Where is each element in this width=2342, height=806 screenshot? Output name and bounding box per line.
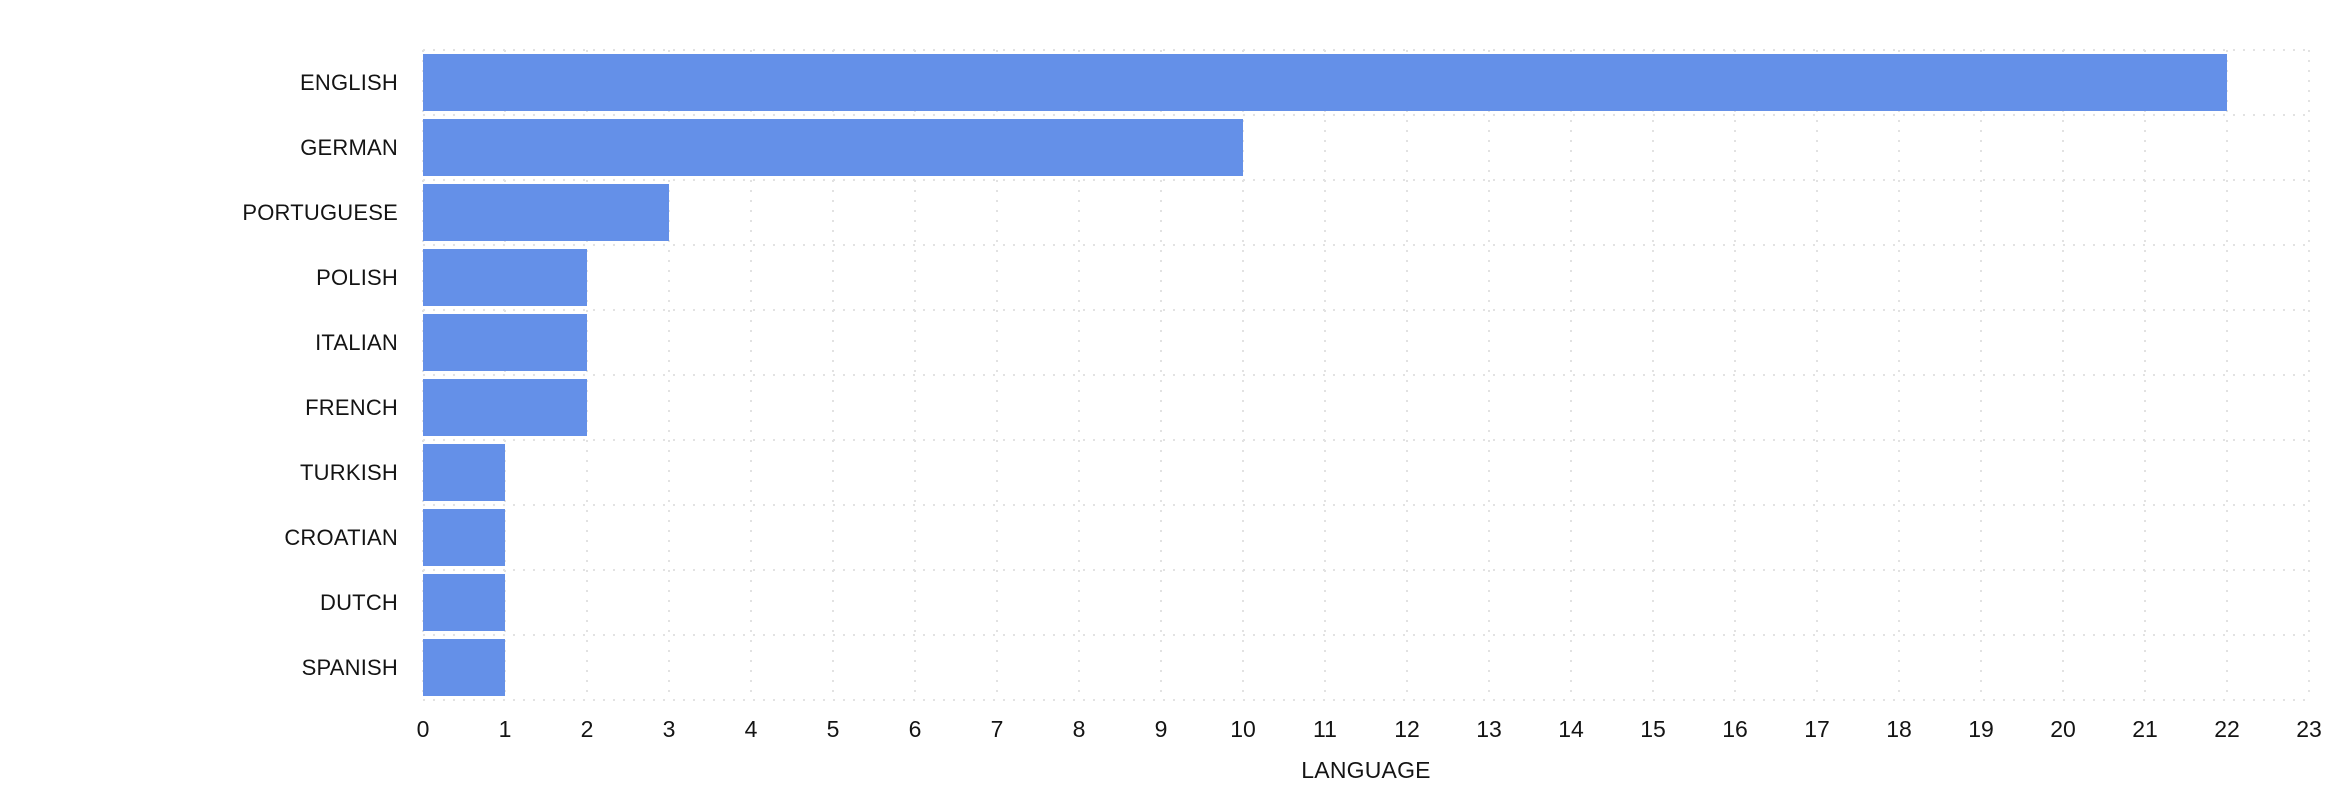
category-label-italian: ITALIAN	[315, 330, 398, 355]
x-tick-label: 11	[1313, 716, 1337, 742]
bar-polish[interactable]	[423, 249, 587, 306]
category-label-dutch: DUTCH	[320, 590, 398, 615]
x-tick-label: 23	[2296, 716, 2322, 742]
bar-row	[423, 245, 2309, 310]
x-tick-label: 1	[498, 716, 512, 742]
gridline-horizontal	[423, 439, 2309, 441]
bar-italian[interactable]	[423, 314, 587, 371]
category-label-turkish: TURKISH	[300, 460, 398, 485]
x-tick-label: 14	[1558, 716, 1584, 742]
bar-row	[423, 180, 2309, 245]
x-tick-label: 6	[908, 716, 922, 742]
x-tick-label: 15	[1640, 716, 1666, 742]
x-tick-label: 17	[1804, 716, 1830, 742]
x-tick-label: 19	[1968, 716, 1994, 742]
gridline-horizontal	[423, 244, 2309, 246]
bar-dutch[interactable]	[423, 574, 505, 631]
x-tick-label: 8	[1072, 716, 1086, 742]
category-label-polish: POLISH	[316, 265, 398, 290]
x-tick-label: 10	[1230, 716, 1256, 742]
gridline-horizontal	[423, 374, 2309, 376]
x-tick-label: 21	[2132, 716, 2158, 742]
plot-area	[422, 49, 2310, 701]
bar-row	[423, 505, 2309, 570]
x-tick-label: 4	[744, 716, 758, 742]
bar-spanish[interactable]	[423, 639, 505, 696]
x-axis-ticks: 0 1 2 3 4 5 6 7 8 9 10 11 12 13 14 15 16 17 18 19 20 21 22 23	[417, 714, 2322, 744]
x-tick-label: 16	[1722, 716, 1748, 742]
bar-row	[423, 50, 2309, 115]
gridline-horizontal	[423, 699, 2309, 701]
x-axis-title: LANGUAGE	[1301, 757, 1431, 783]
x-tick-label: 22	[2214, 716, 2240, 742]
x-tick-label: 2	[580, 716, 594, 742]
x-tick-label: 12	[1394, 716, 1420, 742]
x-tick-label: 13	[1476, 716, 1502, 742]
bar-row	[423, 115, 2309, 180]
gridline-horizontal	[423, 179, 2309, 181]
gridline-horizontal	[423, 49, 2309, 51]
bar-row	[423, 440, 2309, 505]
bar-portuguese[interactable]	[423, 184, 669, 241]
x-tick-label: 18	[1886, 716, 1912, 742]
category-label-croatian: CROATIAN	[284, 525, 398, 550]
x-tick-label: 3	[662, 716, 676, 742]
x-tick-label: 0	[416, 716, 430, 742]
gridline-horizontal	[423, 504, 2309, 506]
bar-croatian[interactable]	[423, 509, 505, 566]
bar-turkish[interactable]	[423, 444, 505, 501]
bar-english[interactable]	[423, 54, 2227, 111]
gridline-vertical	[2308, 50, 2310, 700]
bar-row	[423, 635, 2309, 700]
gridline-horizontal	[423, 309, 2309, 311]
x-tick-label: 20	[2050, 716, 2076, 742]
x-tick-label: 9	[1154, 716, 1168, 742]
bar-row	[423, 570, 2309, 635]
category-label-french: FRENCH	[305, 395, 398, 420]
category-label-portuguese: PORTUGUESE	[242, 200, 398, 225]
category-axis: ENGLISH GERMAN PORTUGUESE POLISH ITALIAN FREN…	[0, 50, 398, 700]
gridline-horizontal	[423, 114, 2309, 116]
category-label-english: ENGLISH	[300, 70, 398, 95]
x-tick-label: 5	[826, 716, 840, 742]
category-label-spanish: SPANISH	[301, 655, 398, 680]
bar-german[interactable]	[423, 119, 1243, 176]
x-tick-label: 7	[990, 716, 1004, 742]
bar-row	[423, 375, 2309, 440]
category-label-german: GERMAN	[300, 135, 398, 160]
gridline-horizontal	[423, 634, 2309, 636]
bar-row	[423, 310, 2309, 375]
gridline-horizontal	[423, 569, 2309, 571]
bar-french[interactable]	[423, 379, 587, 436]
